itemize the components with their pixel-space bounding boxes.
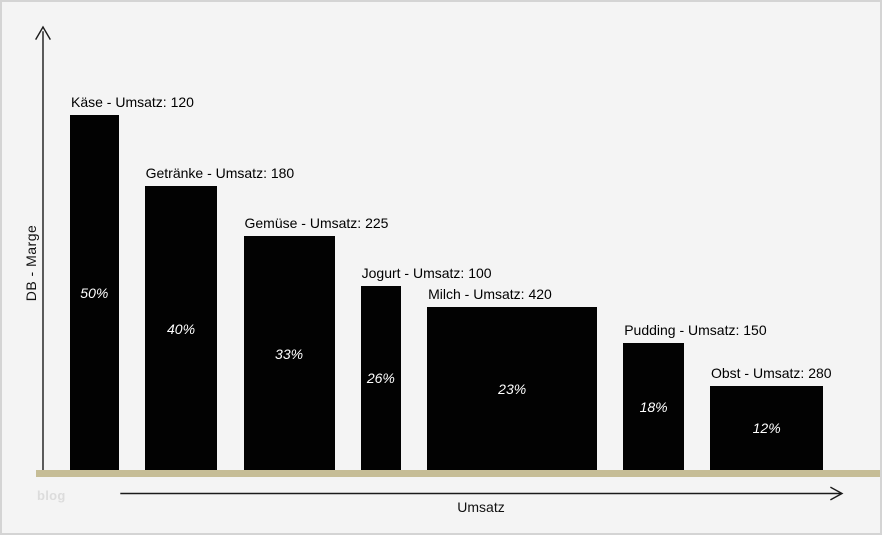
- bar-title-label: Pudding - Umsatz: 150: [624, 321, 767, 338]
- bar-title-label: Milch - Umsatz: 420: [428, 286, 552, 303]
- bar-percent-label: 40%: [167, 320, 196, 337]
- bar-percent-label: 50%: [80, 285, 109, 301]
- bar-title-label: Jogurt - Umsatz: 100: [361, 264, 492, 281]
- bar-title-label: Gemüse - Umsatz: 225: [244, 215, 389, 232]
- bar-percent-label: 18%: [639, 398, 668, 415]
- bar-percent-label: 23%: [498, 381, 527, 398]
- bar-title-label: Obst - Umsatz: 280: [710, 364, 832, 381]
- x-axis-label: Umsatz: [457, 499, 505, 515]
- x-baseline-strip: [36, 470, 880, 477]
- chart-bar: 12%: [709, 385, 824, 471]
- bar-percent-label: 12%: [752, 420, 781, 437]
- y-axis-label: DB - Marge: [23, 224, 39, 302]
- bar-percent-label: 33%: [275, 345, 304, 362]
- chart-bar: 26%: [360, 285, 402, 471]
- y-axis-arrowhead-icon: [35, 25, 51, 40]
- bar-title-label: Getränke - Umsatz: 180: [145, 165, 295, 182]
- chart-bar: 23%: [427, 307, 598, 471]
- chart-bar: 33%: [243, 236, 335, 471]
- bar-title-label: Käse - Umsatz: 120: [71, 94, 194, 110]
- chart-bar: 18%: [623, 342, 684, 471]
- bar-percent-label: 26%: [366, 370, 395, 387]
- chart-bar: 50%: [70, 115, 119, 471]
- chart-bar: 40%: [144, 186, 218, 471]
- watermark-blog: blog: [37, 488, 66, 503]
- x-axis-arrowhead-icon: [830, 486, 844, 501]
